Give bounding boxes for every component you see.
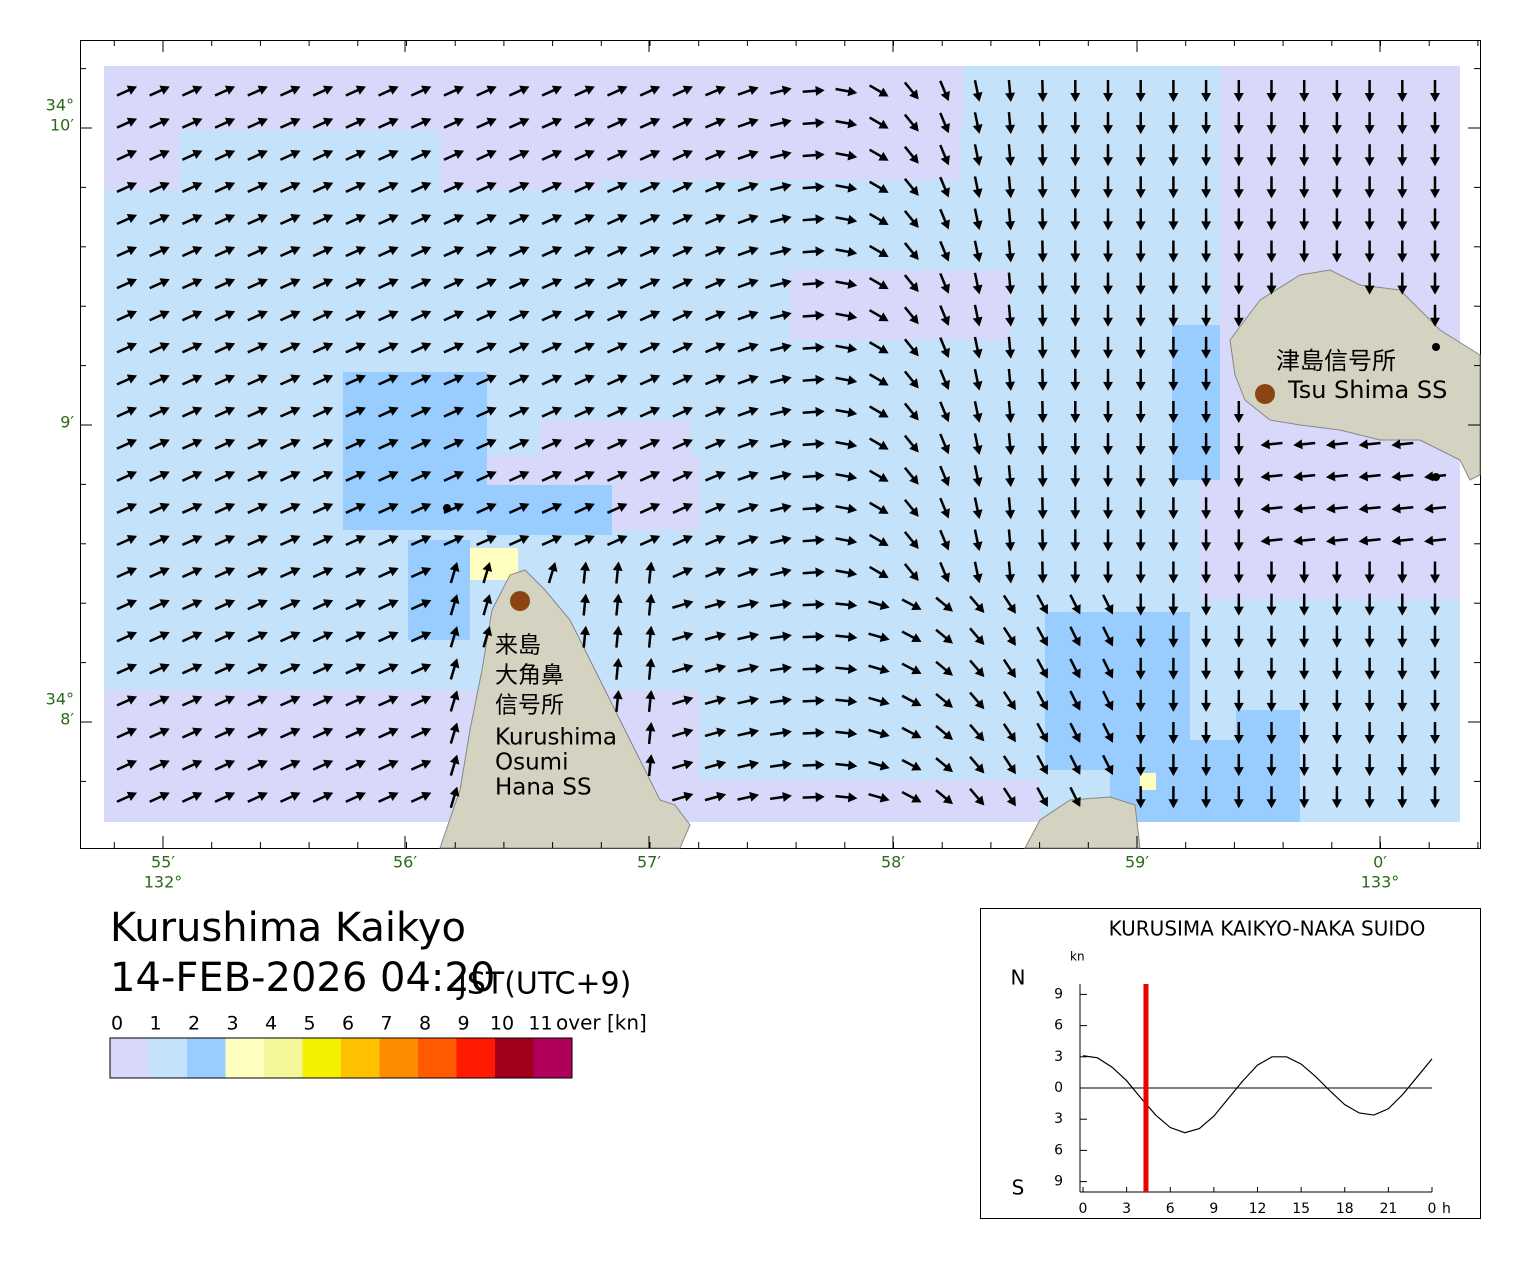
- title: Kurushima Kaikyo: [110, 905, 466, 951]
- legend-label: 4: [265, 1013, 277, 1035]
- tide-x-tick-label: 0: [1079, 1201, 1088, 1217]
- speed-area: [1236, 710, 1300, 822]
- tide-y-tick-label: 3: [1054, 1049, 1063, 1065]
- legend-label: 9: [457, 1013, 469, 1035]
- legend-label: 8: [419, 1013, 431, 1035]
- legend-label: 2: [188, 1013, 200, 1035]
- legend-swatch: [303, 1038, 342, 1078]
- station-label: Kurushima: [495, 725, 617, 751]
- speed-area: [408, 540, 470, 640]
- legend-label: 11: [528, 1013, 552, 1035]
- tide-x-tick-label: 3: [1122, 1201, 1131, 1217]
- lat-label: 8′: [60, 710, 74, 729]
- legend-label: 3: [226, 1013, 238, 1035]
- lon-label: 55′: [151, 853, 175, 872]
- tide-south: S: [1012, 1176, 1025, 1200]
- tide-x-tick-label: 15: [1292, 1201, 1310, 1217]
- legend-label: 10: [490, 1013, 514, 1035]
- legend-swatch: [264, 1038, 303, 1078]
- station-marker: [1255, 384, 1275, 404]
- speed-area: [343, 372, 487, 530]
- tide-north: N: [1011, 966, 1026, 990]
- lon-label: 59′: [1125, 853, 1149, 872]
- station-label: 信号所: [495, 693, 564, 719]
- dot: [443, 504, 451, 512]
- legend-label: 0: [111, 1013, 123, 1035]
- tide-x-tick-label: 21: [1379, 1201, 1397, 1217]
- tide-x-tick-label: 9: [1209, 1201, 1218, 1217]
- station-label: Tsu Shima SS: [1287, 376, 1447, 404]
- lon-label: 132°: [144, 873, 183, 892]
- tide-x-unit: h: [1442, 1201, 1451, 1217]
- legend-label: 1: [149, 1013, 161, 1035]
- speed-area: [1172, 325, 1220, 480]
- station-label: 来島: [495, 633, 541, 659]
- datetime: 14-FEB-2026 04:20: [110, 955, 495, 1001]
- legend-swatch: [226, 1038, 265, 1078]
- legend-swatch: [534, 1038, 573, 1078]
- station-label: Osumi: [495, 750, 568, 776]
- lon-label: 133°: [1361, 873, 1400, 892]
- tide-y-tick-label: 6: [1054, 1018, 1063, 1034]
- tide-title: KURUSIMA KAIKYO-NAKA SUIDO: [1109, 917, 1426, 941]
- legend-swatch: [149, 1038, 188, 1078]
- legend-swatch: [418, 1038, 457, 1078]
- tide-x-tick-label: 0: [1428, 1201, 1437, 1217]
- station-label: 津島信号所: [1276, 347, 1396, 375]
- speed-area: [1140, 773, 1156, 790]
- tide-y-tick-label: 3: [1054, 1111, 1063, 1127]
- tide-y-tick-label: 9: [1054, 1174, 1063, 1190]
- tide-x-tick-label: 12: [1249, 1201, 1267, 1217]
- tide-x-tick-label: 18: [1336, 1201, 1354, 1217]
- speed-area: [104, 66, 964, 126]
- lon-label: 57′: [637, 853, 661, 872]
- legend-swatch: [495, 1038, 534, 1078]
- lon-label: 58′: [881, 853, 905, 872]
- station-label: 大角鼻: [495, 663, 564, 689]
- legend-label: 5: [303, 1013, 315, 1035]
- legend-swatch: [110, 1038, 149, 1078]
- lat-label: 10′: [50, 116, 74, 135]
- legend-swatch: [341, 1038, 380, 1078]
- tide-y-tick-label: 6: [1054, 1142, 1063, 1158]
- tide-y-tick-label: 9: [1054, 986, 1063, 1002]
- legend-unit: over [kn]: [556, 1011, 647, 1035]
- tide-y-unit: kn: [1070, 950, 1085, 964]
- legend-label: 6: [342, 1013, 354, 1035]
- legend-label: 7: [380, 1013, 392, 1035]
- tide-x-tick-label: 6: [1166, 1201, 1175, 1217]
- tide-y-tick-label: 0: [1054, 1080, 1063, 1096]
- station-marker: [510, 591, 530, 611]
- dot: [1432, 473, 1440, 481]
- legend-swatch: [380, 1038, 419, 1078]
- lat-label: 34°: [46, 690, 74, 709]
- speed-area: [180, 130, 440, 190]
- lat-label: 34°: [46, 96, 74, 115]
- legend-swatch: [457, 1038, 496, 1078]
- lon-label: 0′: [1373, 853, 1387, 872]
- dot: [1432, 343, 1440, 351]
- lat-label: 9′: [60, 413, 74, 432]
- speed-area: [540, 420, 690, 465]
- station-label: Hana SS: [495, 775, 592, 801]
- timezone: JST(UTC+9): [456, 967, 631, 1002]
- lon-label: 56′: [393, 853, 417, 872]
- legend-swatch: [187, 1038, 226, 1078]
